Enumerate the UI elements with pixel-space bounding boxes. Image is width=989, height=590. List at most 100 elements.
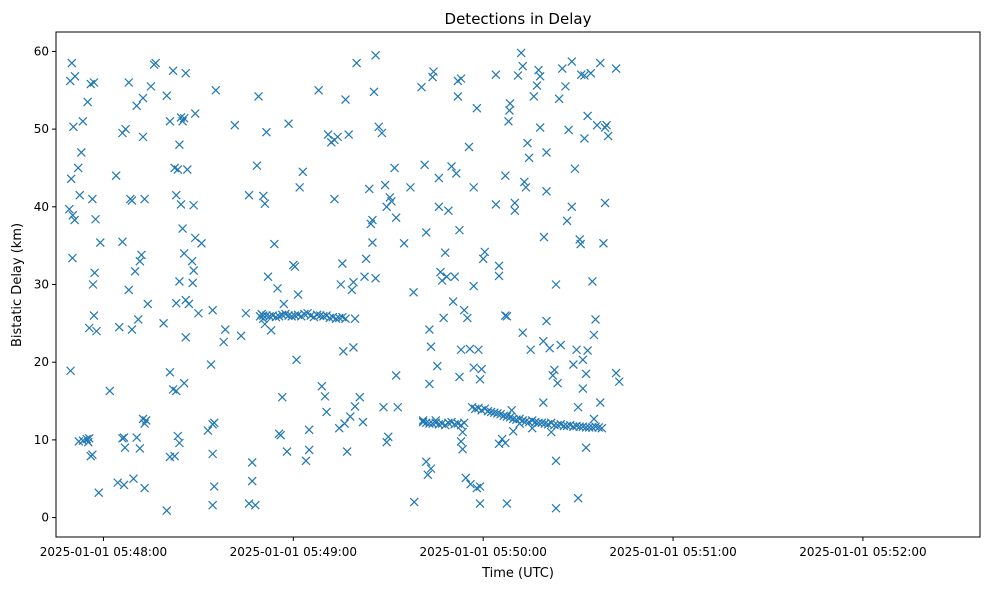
data-point [546, 427, 556, 437]
data-point [570, 164, 580, 174]
data-point [179, 248, 189, 258]
data-point [173, 431, 183, 441]
data-point [73, 163, 83, 173]
data-point [295, 182, 305, 192]
data-point [421, 457, 431, 467]
data-point [556, 340, 566, 350]
data-point [542, 316, 551, 326]
data-point [244, 190, 254, 200]
data-point [174, 276, 184, 286]
data-point [236, 331, 246, 341]
data-point [252, 161, 262, 171]
data-point [132, 101, 142, 111]
data-point [168, 66, 178, 76]
data-point [440, 248, 450, 258]
data-point [477, 364, 487, 374]
data-point [377, 128, 387, 138]
data-point [361, 254, 371, 264]
data-point [591, 315, 600, 324]
data-point [527, 423, 537, 433]
data-point [141, 416, 151, 425]
data-point [515, 419, 525, 428]
data-point [159, 318, 169, 328]
data-point [595, 58, 605, 68]
data-point [581, 369, 591, 379]
data-point [491, 200, 501, 209]
data-point [64, 204, 74, 214]
data-point [368, 215, 377, 225]
chart-title: Detections in Delay [445, 10, 592, 28]
data-point [432, 361, 442, 371]
data-point [358, 417, 368, 427]
x-tick-label: 2025-01-01 05:48:00 [40, 545, 167, 559]
data-point [171, 386, 181, 396]
data-point [119, 480, 129, 490]
y-axis-ticks: 0 10 20 30 40 50 60 [34, 44, 56, 525]
data-point [87, 450, 97, 460]
data-point [505, 99, 515, 108]
data-point [162, 506, 172, 516]
data-point [127, 196, 137, 206]
data-point [567, 202, 577, 212]
data-point [124, 285, 134, 295]
data-point [462, 313, 472, 323]
data-point [464, 142, 474, 152]
data-point [437, 276, 447, 286]
data-point [360, 272, 369, 282]
data-point [355, 392, 365, 402]
data-point [304, 425, 314, 435]
data-point [505, 106, 514, 115]
data-point [459, 418, 469, 428]
data-point [458, 444, 468, 454]
data-point [391, 213, 401, 223]
data-point [179, 378, 189, 388]
data-point [83, 97, 93, 107]
x-tick-label: 2025-01-01 05:50:00 [419, 545, 546, 559]
data-point [465, 344, 475, 354]
data-point [557, 64, 567, 73]
data-point [456, 74, 466, 84]
data-point [369, 87, 379, 97]
data-point [92, 326, 101, 336]
data-point [130, 266, 140, 276]
data-point [405, 182, 415, 192]
x-tick-label: 2025-01-01 05:51:00 [609, 545, 736, 559]
data-point [135, 444, 145, 453]
data-point [78, 116, 88, 126]
data-point [532, 81, 542, 91]
data-point [203, 426, 213, 435]
data-point [317, 381, 327, 391]
data-point [424, 379, 434, 389]
data-point [469, 363, 479, 373]
data-point [458, 427, 468, 437]
data-point [146, 81, 156, 91]
data-point [344, 130, 354, 139]
data-point [508, 426, 518, 436]
data-point [322, 407, 331, 417]
data-point [188, 278, 198, 288]
data-point [518, 328, 528, 338]
data-point [323, 130, 333, 139]
data-point [572, 345, 581, 355]
data-point [600, 198, 610, 208]
data-point [455, 225, 464, 235]
data-point [459, 305, 469, 315]
data-point [474, 345, 483, 355]
data-point [340, 419, 350, 428]
data-point [383, 432, 393, 442]
data-point [350, 314, 360, 324]
data-point [247, 457, 257, 467]
data-point [581, 443, 591, 453]
data-point [190, 233, 200, 243]
data-point [269, 239, 279, 249]
data-point [554, 94, 564, 104]
data-point [518, 61, 528, 71]
data-point [178, 224, 187, 233]
data-point [611, 64, 621, 73]
data-point [602, 120, 612, 130]
data-point [262, 127, 271, 137]
data-point [67, 58, 77, 68]
data-point [573, 402, 583, 412]
y-tick-label: 60 [34, 44, 49, 58]
